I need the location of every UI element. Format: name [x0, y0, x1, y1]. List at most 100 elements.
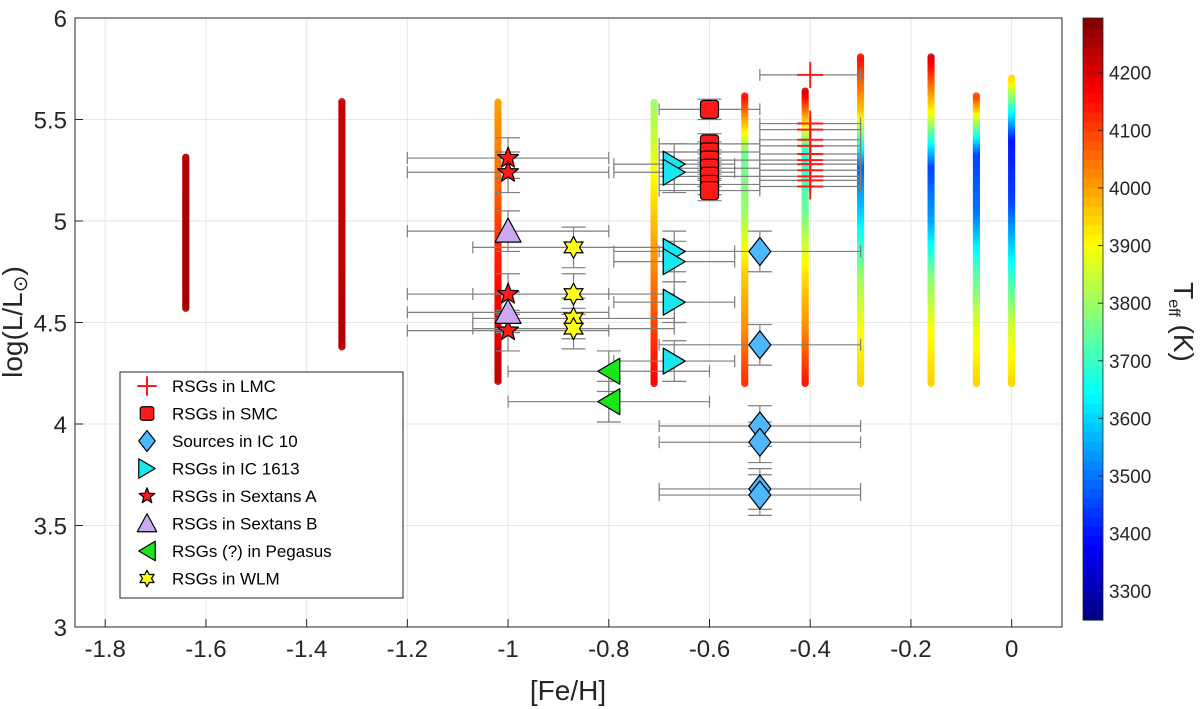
pentagram-marker [138, 487, 156, 504]
colorbar-segment [1083, 366, 1103, 377]
colorbar-tick-label: 3600 [1109, 409, 1151, 430]
series-rsgs-in-smc [699, 99, 720, 201]
y-axis-label: log(L/L⊙) [0, 266, 32, 378]
colorbar-segment [1083, 488, 1103, 499]
model-track [338, 98, 346, 351]
colorbar-segment [1083, 375, 1103, 386]
diamond-marker [748, 236, 772, 267]
colorbar-segment [1083, 394, 1103, 405]
model-point [494, 98, 502, 106]
triangle-left-marker [597, 388, 621, 416]
legend-box [119, 371, 404, 599]
colorbar-segment [1083, 177, 1103, 188]
legend-item: RSGs in SMC [139, 405, 278, 424]
triangle-right-marker [662, 347, 686, 375]
x-tick-label: -1.6 [185, 636, 226, 663]
y-tick-label: 3 [54, 615, 67, 642]
plus-marker [797, 173, 824, 200]
legend-item: RSGs in Sextans B [136, 513, 318, 534]
hexagram-marker [563, 235, 584, 259]
colorbar-tick-label: 4000 [1109, 179, 1151, 200]
triangle-up-marker [136, 513, 158, 533]
data-markers [494, 61, 824, 510]
x-tick-label: -1.8 [85, 636, 126, 663]
model-point [338, 98, 346, 106]
colorbar-segment [1083, 469, 1103, 480]
colorbar-segment [1083, 112, 1103, 123]
legend: RSGs in LMC RSGs in SMC Sources in IC 10 RS… [119, 371, 404, 599]
hexagram-marker [563, 282, 584, 306]
colorbar-segment [1083, 507, 1103, 518]
colorbar-label-rest: (K) [1168, 317, 1199, 362]
colorbar-segment [1083, 384, 1103, 395]
x-tick-label: -0.6 [689, 636, 730, 663]
colorbar-segment [1083, 130, 1103, 141]
colorbar-tick-label: 4100 [1109, 121, 1151, 142]
colorbar-frame [1082, 17, 1104, 621]
colorbar-segment [1083, 356, 1103, 367]
series-rsgs-in-lmc [797, 61, 824, 200]
colorbar-segment [1083, 300, 1103, 311]
colorbar-segment [1083, 460, 1103, 471]
colorbar-segment [1083, 187, 1103, 198]
model-point [1008, 74, 1016, 82]
y-tick-label: 5 [54, 209, 67, 236]
colorbar-segment [1083, 18, 1103, 29]
colorbar-segment [1083, 290, 1103, 301]
plus-marker [137, 376, 157, 396]
colorbar-segment [1083, 610, 1103, 621]
model-tracks [182, 53, 1016, 387]
model-track [182, 153, 190, 312]
colorbar-segment [1083, 140, 1103, 151]
colorbar-segment [1083, 413, 1103, 424]
colorbar-segment [1083, 328, 1103, 339]
colorbar-segment [1083, 497, 1103, 508]
colorbar-segment [1083, 554, 1103, 565]
legend-label: RSGs in Sextans B [172, 515, 318, 534]
legend-label: RSGs in Sextans A [172, 487, 317, 506]
diamond-marker [138, 429, 156, 453]
triangle-up-marker [494, 298, 522, 324]
colorbar-segment [1083, 281, 1103, 292]
triangle-left-marker [138, 540, 156, 562]
plus-marker [797, 61, 824, 88]
colorbar-label: Teff (K) [1165, 282, 1199, 362]
legend-item: RSGs in LMC [137, 376, 276, 396]
colorbar-label-sub: eff [1165, 299, 1182, 317]
colorbar-segment [1083, 422, 1103, 433]
colorbar-segment [1083, 215, 1103, 226]
square-marker [699, 99, 720, 119]
legend-item: Sources in IC 10 [138, 429, 298, 453]
colorbar-segment [1083, 601, 1103, 612]
y-tick-label: 4.5 [34, 311, 67, 338]
colorbar-tick-label: 4200 [1109, 64, 1151, 85]
model-point [927, 53, 935, 61]
x-axis-label: [Fe/H] [530, 675, 606, 706]
square-marker [699, 180, 720, 201]
y-axis-ticks: 3 3.5 4 4.5 5 5.5 6 [34, 6, 83, 642]
hexagram-marker [139, 569, 155, 588]
model-track [650, 98, 658, 387]
triangle-right-marker [662, 288, 686, 316]
colorbar-segment [1083, 535, 1103, 546]
pentagram-marker [497, 319, 520, 341]
colorbar-tick-label: 3300 [1109, 582, 1151, 603]
series-rsgs-in-sextans-a [497, 146, 520, 341]
legend-label: RSGs in SMC [172, 405, 278, 424]
colorbar-segment [1083, 478, 1103, 489]
x-tick-label: -1 [497, 636, 518, 663]
model-track [741, 92, 749, 387]
colorbar-segment [1083, 224, 1103, 235]
colorbar-segment [1083, 431, 1103, 442]
y-tick-label: 5.5 [34, 108, 67, 135]
colorbar-segment [1083, 27, 1103, 38]
y-axis-label-close: ) [0, 266, 28, 275]
legend-item: RSGs in WLM [139, 569, 280, 589]
legend-label: RSGs in IC 1613 [172, 460, 300, 479]
colorbar-segment [1083, 337, 1103, 348]
model-track [801, 87, 809, 387]
x-tick-label: -0.8 [588, 636, 629, 663]
colorbar-tick-label: 3800 [1109, 294, 1151, 315]
colorbar-segment [1083, 149, 1103, 160]
colorbar-segment [1083, 93, 1103, 104]
